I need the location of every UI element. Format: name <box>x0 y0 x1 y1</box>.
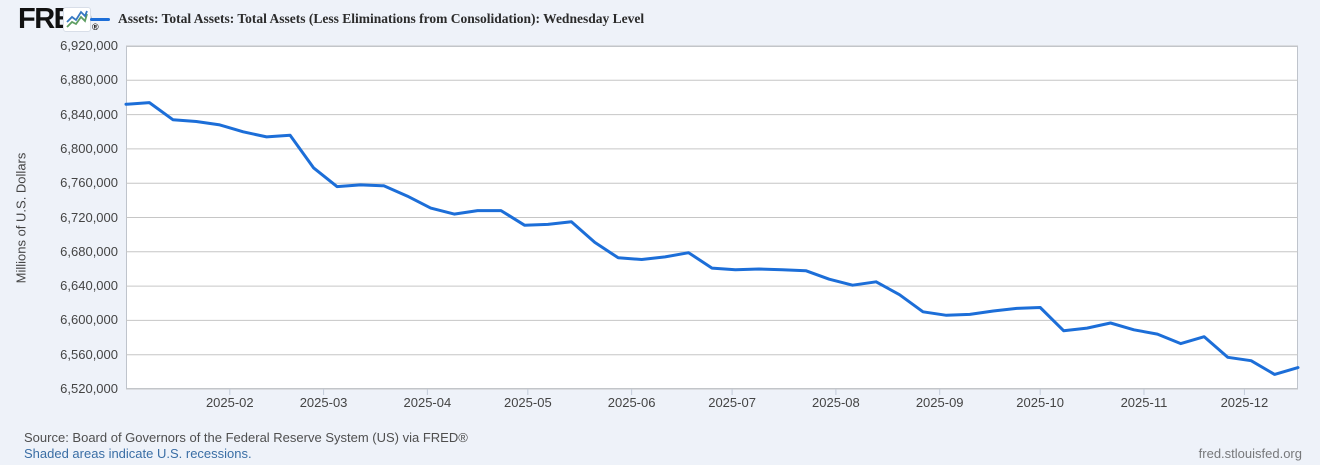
x-tick-label: 2025-03 <box>299 395 348 410</box>
x-tick-label: 2025-11 <box>1120 395 1168 410</box>
y-tick-label: 6,520,000 <box>60 381 118 396</box>
recession-note-link[interactable]: Shaded areas indicate U.S. recessions. <box>24 446 252 461</box>
gridlines <box>126 45 1298 390</box>
y-axis-tick-labels: 6,920,000 6,880,000 6,840,000 6,800,000 6,76… <box>0 0 118 465</box>
x-tick-label: 2025-02 <box>205 395 254 410</box>
legend-label: Assets: Total Assets: Total Assets (Less… <box>118 11 645 26</box>
y-tick-label: 6,680,000 <box>60 243 118 259</box>
x-axis-tick-labels: 2025-02 2025-03 2025-04 2025-05 2025-06 2025-… <box>0 395 1320 413</box>
registered-trademark: ® <box>91 22 99 32</box>
x-tick-label: 2025-07 <box>708 395 756 410</box>
x-tick-label: 2025-12 <box>1220 395 1269 410</box>
fred-site-url: fred.stlouisfed.org <box>1198 446 1302 461</box>
x-tick-label: 2025-10 <box>1016 395 1065 410</box>
source-note: Source: Board of Governors of the Federa… <box>24 430 468 445</box>
y-tick-label: 6,600,000 <box>60 312 118 328</box>
fred-sparkline-icon <box>63 7 91 32</box>
y-tick-label: 6,640,000 <box>60 278 118 294</box>
y-tick-label: 6,920,000 <box>60 38 118 53</box>
x-tick-label: 2025-08 <box>812 395 860 410</box>
y-tick-label: 6,720,000 <box>60 209 118 225</box>
legend-line-marker <box>90 17 110 21</box>
y-tick-label: 6,760,000 <box>60 175 118 191</box>
x-tick-label: 2025-05 <box>503 395 552 410</box>
y-tick-label: 6,560,000 <box>60 346 118 362</box>
series-line[interactable] <box>124 101 1300 376</box>
y-tick-label: 6,840,000 <box>60 106 118 122</box>
y-tick-label: 6,800,000 <box>60 140 118 156</box>
y-tick-label: 6,880,000 <box>60 72 118 88</box>
x-tick-label: 2025-04 <box>403 395 452 410</box>
x-tick-label: 2025-06 <box>607 395 656 410</box>
plot-area[interactable] <box>124 45 1300 395</box>
x-axis-tick-marks <box>229 389 1245 395</box>
x-tick-label: 2025-09 <box>915 395 964 410</box>
series-legend: Assets: Total Assets: Total Assets (Less… <box>90 11 644 27</box>
